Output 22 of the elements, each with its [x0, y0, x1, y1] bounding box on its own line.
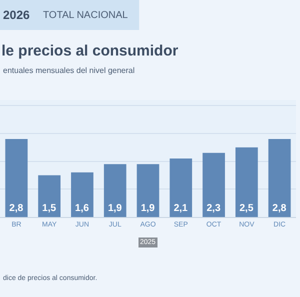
text: TOTAL NACIONAL: [43, 10, 128, 21]
bar: [235, 147, 258, 217]
data-label: 1,6: [75, 203, 90, 214]
bar: [104, 164, 126, 217]
bar: [5, 139, 28, 217]
bar: [136, 164, 160, 217]
bar: [268, 139, 291, 217]
data-label: 2,8: [9, 203, 24, 214]
data-label: 2,3: [206, 203, 221, 214]
data-label: 1,9: [140, 203, 156, 214]
bar: [71, 172, 94, 217]
data-label: 2,1: [174, 203, 188, 214]
data-label: 1,5: [42, 203, 57, 214]
chart-subtitle: entuales mensuales del nivel general: [3, 66, 135, 75]
bar: [38, 175, 61, 217]
data-label: 1,9: [108, 203, 122, 214]
bar: [202, 152, 225, 217]
bar: [170, 158, 192, 217]
text: 2026: [3, 8, 30, 22]
data-label: 2,5: [239, 203, 254, 214]
chart-title: le precios al consumidor: [2, 42, 178, 60]
data-label: 2,8: [272, 203, 287, 214]
